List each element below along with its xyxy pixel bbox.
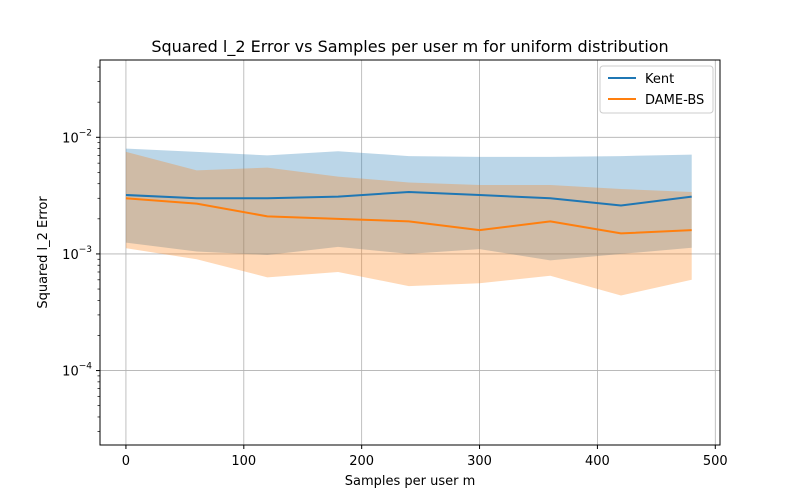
- x-tick-label: 300: [467, 454, 492, 469]
- y-tick-label: 10−2: [62, 128, 92, 146]
- y-axis-ticks: 10−4 10−3 10−2: [62, 66, 100, 432]
- line-dame-bs: [125, 197, 692, 235]
- y-axis-label: Squared l_2 Error: [36, 196, 51, 309]
- series-lines: [125, 190, 692, 235]
- legend-label-dame-bs: DAME-BS: [645, 93, 704, 108]
- legend-label-kent: Kent: [645, 72, 674, 87]
- x-tick-label: 500: [703, 454, 728, 469]
- band-kent: [125, 148, 692, 261]
- chart-title: Squared l_2 Error vs Samples per user m …: [151, 37, 668, 57]
- plot-frame: [99, 59, 721, 446]
- grid: [100, 60, 720, 445]
- x-tick-label: 0: [122, 454, 130, 469]
- x-tick-label: 100: [231, 454, 256, 469]
- band-dame-bs: [125, 151, 692, 296]
- x-tick-label: 400: [585, 454, 610, 469]
- line-kent: [125, 190, 692, 207]
- confidence-bands: [125, 148, 692, 296]
- y-tick-label: 10−3: [62, 245, 92, 263]
- x-tick-label: 200: [349, 454, 374, 469]
- legend: Kent DAME-BS: [599, 65, 714, 114]
- x-axis-label: Samples per user m: [345, 474, 476, 489]
- plot-area: [100, 60, 720, 445]
- x-axis-ticks: 0 100 200 300 400 500: [122, 445, 728, 469]
- y-tick-label: 10−4: [62, 362, 92, 380]
